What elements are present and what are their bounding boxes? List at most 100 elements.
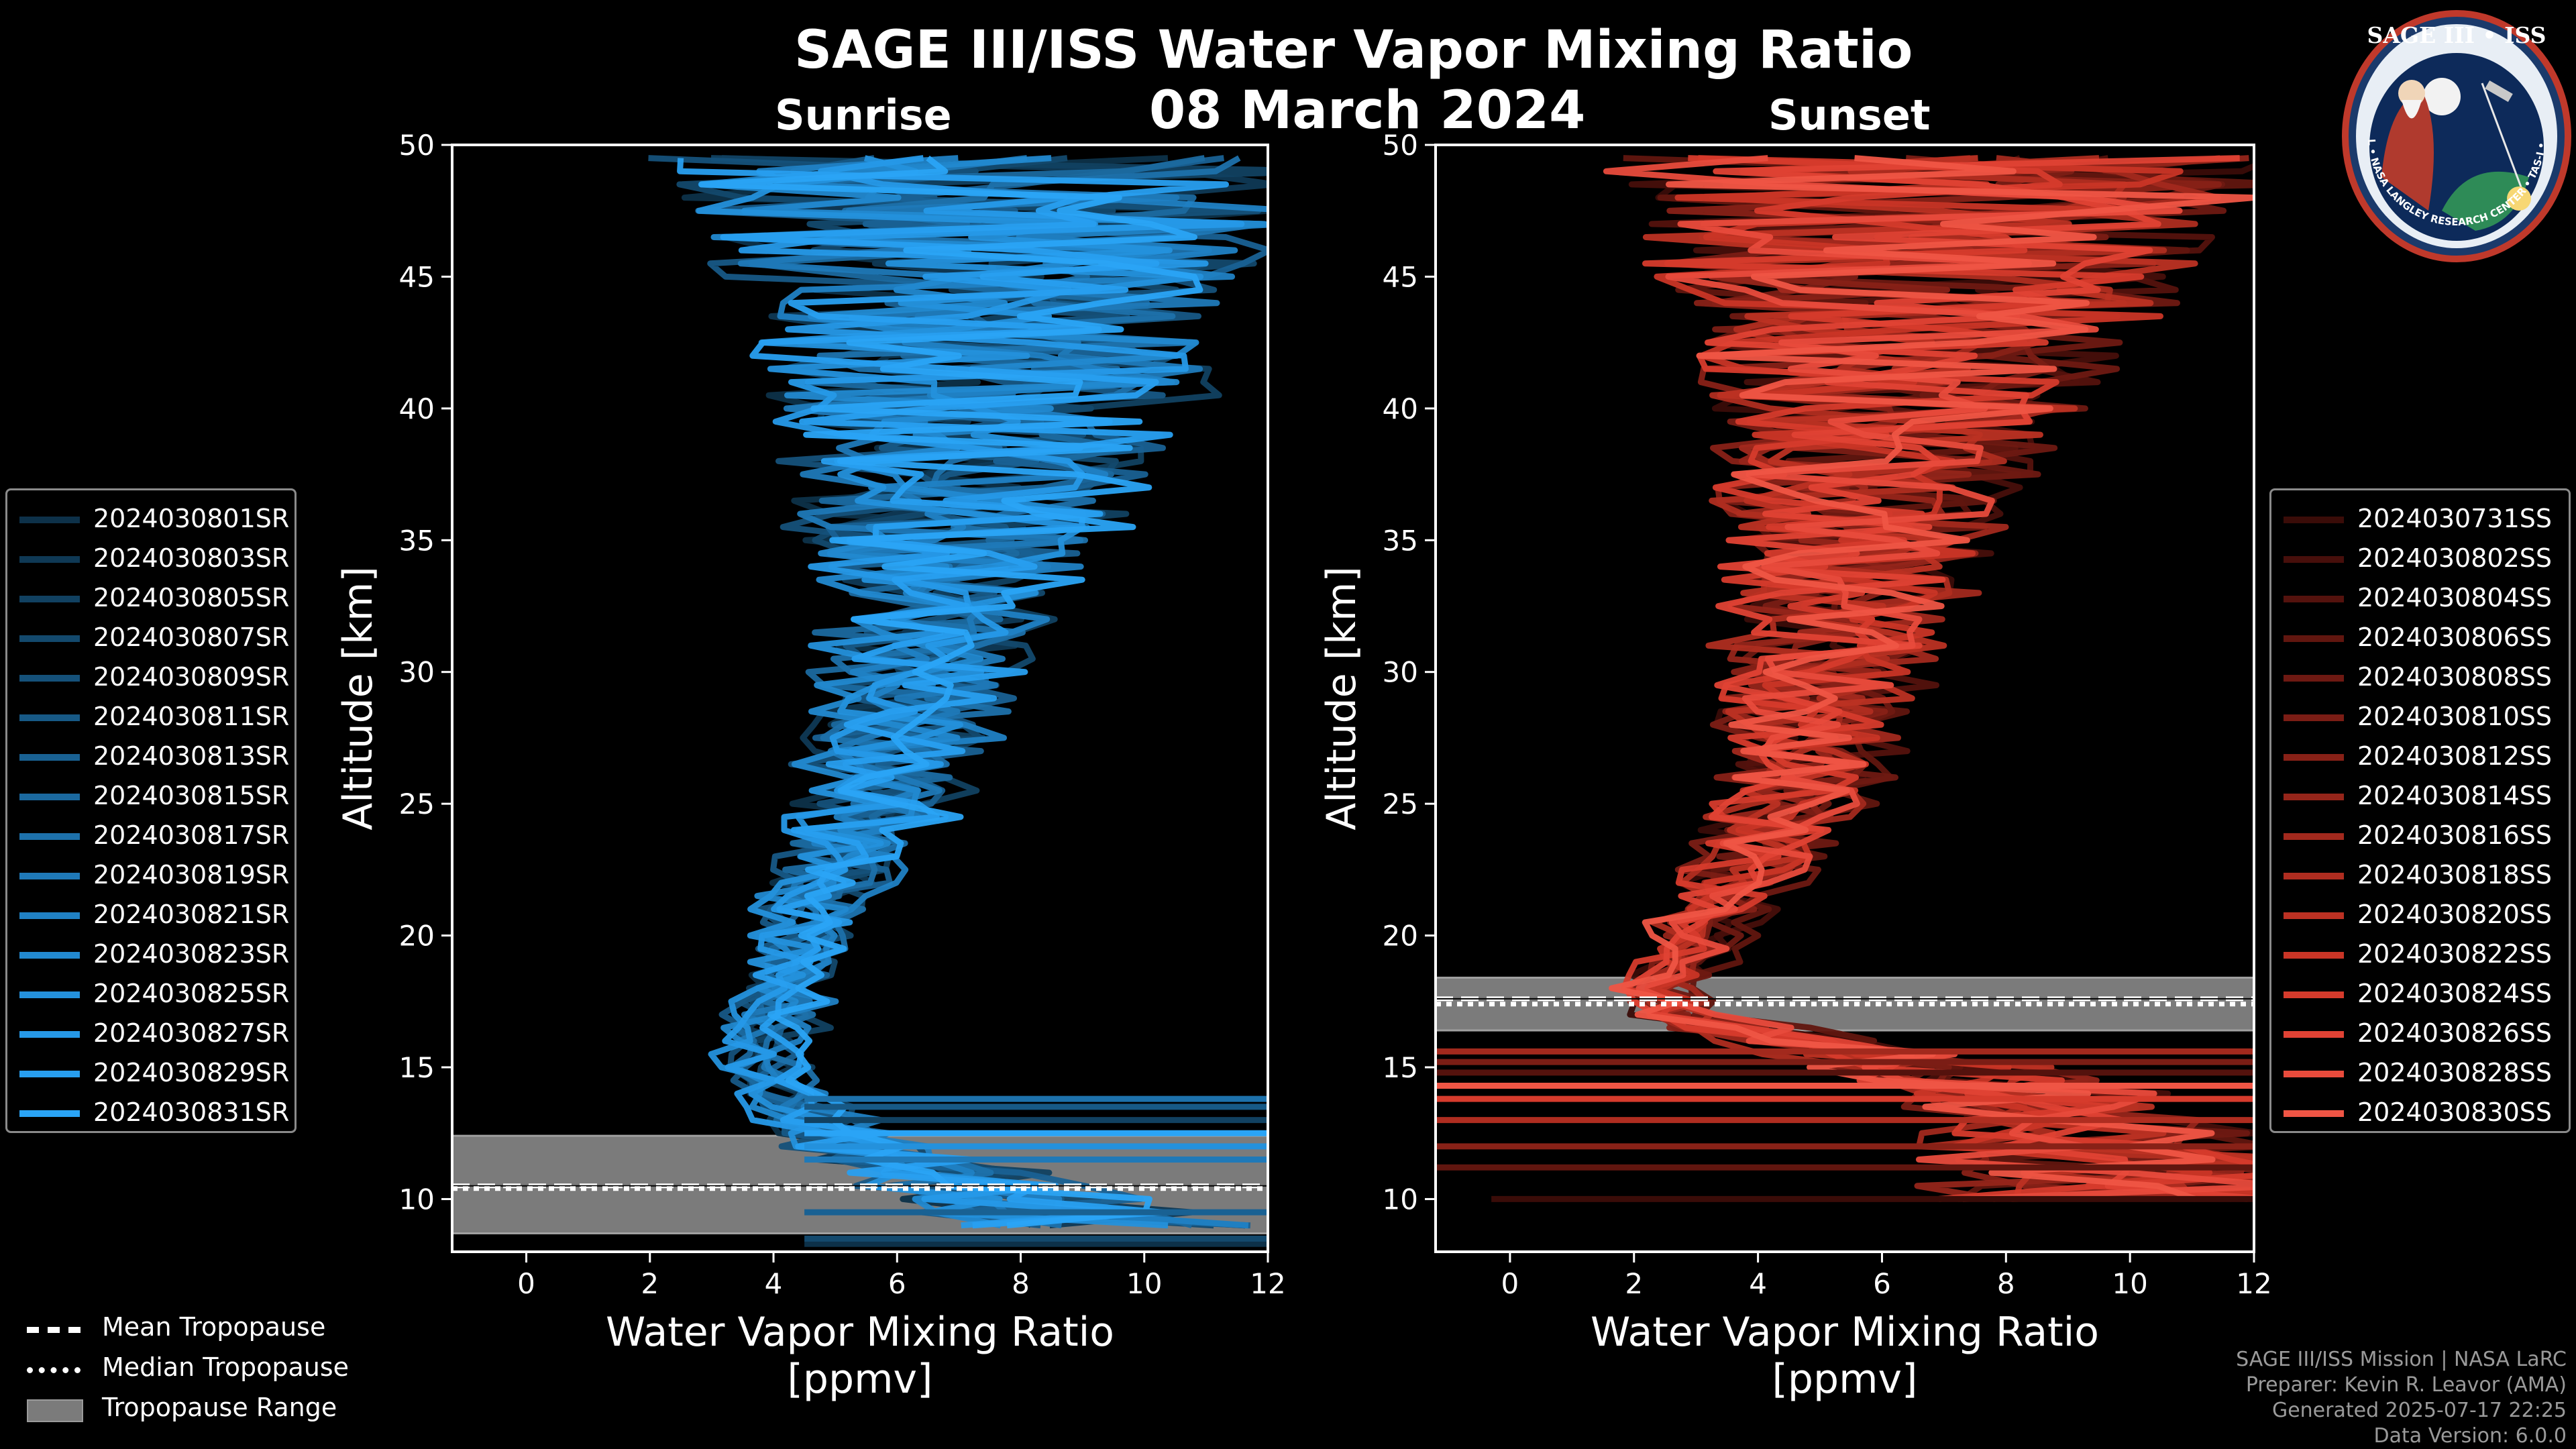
- legend-label: 2024030805SR: [93, 583, 290, 612]
- mean-tropopause-swatch: [27, 1327, 80, 1333]
- legend-label: 2024030823SR: [93, 939, 290, 969]
- legend-item: 2024030805SR: [7, 578, 294, 617]
- legend-swatch: [19, 794, 80, 800]
- legend-label: 2024030815SR: [93, 781, 290, 810]
- legend-item: 2024030828SS: [2271, 1053, 2569, 1092]
- footer-credits: SAGE III/ISS Mission | NASA LaRC Prepare…: [2236, 1347, 2567, 1449]
- legend-swatch: [2284, 675, 2344, 682]
- y-tick-label: 35: [1383, 524, 1418, 557]
- sage-iss-mission-logo: SAGE III • ISS BALL • NASA LANGLEY RESEA…: [2341, 9, 2571, 262]
- legend-item: 2024030825SR: [7, 973, 294, 1013]
- legend-label: 2024030829SR: [93, 1058, 290, 1087]
- legend-item: 2024030827SR: [7, 1013, 294, 1053]
- x-tick-label: 6: [1873, 1267, 1891, 1300]
- y-tick-label: 30: [399, 656, 435, 689]
- legend-swatch: [2284, 1071, 2344, 1077]
- footer-version: Data Version: 6.0.0: [2373, 1424, 2567, 1448]
- x-tick-label: 2: [1625, 1267, 1643, 1300]
- plot-area: [1436, 155, 2254, 1202]
- legend-swatch: [19, 1110, 80, 1117]
- y-tick-label: 15: [399, 1051, 435, 1084]
- legend-label: 2024030821SR: [93, 900, 290, 929]
- legend-item: 2024030731SS: [2271, 498, 2569, 538]
- legend-item: 2024030823SR: [7, 934, 294, 973]
- x-tick-label: 10: [1126, 1267, 1162, 1300]
- legend-label: 2024030814SS: [2357, 781, 2553, 810]
- legend-label: 2024030819SR: [93, 860, 290, 890]
- y-tick-label: 15: [1383, 1051, 1418, 1084]
- legend-item: 2024030815SR: [7, 775, 294, 815]
- legend-item: 2024030819SR: [7, 855, 294, 894]
- x-axis-unit-label: [ppmv]: [788, 1356, 933, 1403]
- y-tick-label: 45: [399, 260, 435, 293]
- legend-label: 2024030806SS: [2357, 623, 2553, 652]
- legend-swatch: [2284, 556, 2344, 563]
- footer-generated: Generated 2025-07-17 22:25: [2271, 1399, 2567, 1422]
- legend-item: 2024030808SS: [2271, 657, 2569, 696]
- legend-label: 2024030816SS: [2357, 820, 2553, 850]
- legend-label: 2024030818SS: [2357, 860, 2553, 890]
- legend-tropopause-range: Tropopause Range: [20, 1389, 423, 1429]
- legend-swatch: [19, 556, 80, 563]
- legend-swatch: [2284, 754, 2344, 761]
- legend-item: 2024030811SR: [7, 696, 294, 736]
- legend-swatch: [19, 675, 80, 682]
- profile-line-2024030831SR: [698, 156, 1203, 1229]
- footer-preparer: Preparer: Kevin R. Leavor (AMA): [2245, 1373, 2567, 1397]
- legend-item: 2024030806SS: [2271, 617, 2569, 657]
- logo-title: SAGE III • ISS: [2367, 22, 2546, 48]
- legend-swatch: [2284, 714, 2344, 721]
- y-tick-label: 40: [399, 392, 435, 425]
- legend-item: 2024030817SR: [7, 815, 294, 855]
- legend-label: 2024030810SS: [2357, 702, 2553, 731]
- legend-item: 2024030803SR: [7, 538, 294, 578]
- legend-item: 2024030809SR: [7, 657, 294, 696]
- profile-line-2024030828SS: [1603, 155, 2254, 1202]
- legend-label: 2024030813SR: [93, 741, 290, 771]
- figure-title: SAGE III/ISS Water Vapor Mixing Ratio: [794, 20, 1913, 80]
- sunset-panel-title: Sunset: [1768, 91, 1931, 140]
- footer-mission: SAGE III/ISS Mission | NASA LaRC: [2236, 1348, 2567, 1371]
- sunset-legend: 2024030731SS 2024030802SS 2024030804SS 2024…: [2269, 488, 2571, 1133]
- y-tick-label: 10: [1383, 1183, 1418, 1216]
- profile-line-2024030830SS: [1609, 155, 2254, 1202]
- legend-label: 2024030811SR: [93, 702, 290, 731]
- legend-swatch: [19, 714, 80, 721]
- sunrise-panel: 0 2 4 6 8 10 12 10 15 20 25 30 35 40 45 50 Water Vapor M…: [335, 129, 1286, 1403]
- tropopause-range-label: Tropopause Range: [102, 1393, 337, 1422]
- x-axis-unit-label: [ppmv]: [1772, 1356, 1918, 1403]
- legend-item: 2024030821SR: [7, 894, 294, 934]
- y-axis-label: Altitude [km]: [1318, 566, 1365, 830]
- legend-label: 2024030807SR: [93, 623, 290, 652]
- sunrise-panel-title: Sunrise: [775, 91, 952, 140]
- y-tick-label: 45: [1383, 260, 1418, 293]
- x-tick-label: 2: [641, 1267, 659, 1300]
- legend-item: 2024030830SS: [2271, 1092, 2569, 1132]
- y-tick-label: 20: [399, 920, 435, 953]
- legend-item: 2024030818SS: [2271, 855, 2569, 894]
- legend-item: 2024030807SR: [7, 617, 294, 657]
- tropopause-range-swatch: [27, 1399, 83, 1422]
- median-tropopause-swatch: [27, 1367, 80, 1373]
- legend-swatch: [19, 991, 80, 998]
- legend-label: 2024030824SS: [2357, 979, 2553, 1008]
- legend-item: 2024030824SS: [2271, 973, 2569, 1013]
- legend-label: 2024030731SS: [2357, 504, 2553, 533]
- x-tick-label: 12: [1250, 1267, 1285, 1300]
- y-tick-label: 50: [399, 129, 435, 162]
- legend-item: 2024030802SS: [2271, 538, 2569, 578]
- legend-median-tropopause: Median Tropopause: [20, 1348, 423, 1389]
- figure-date: 08 March 2024: [1149, 80, 1586, 141]
- legend-label: 2024030804SS: [2357, 583, 2553, 612]
- legend-item: 2024030804SS: [2271, 578, 2569, 617]
- axes-frame: [451, 144, 1269, 1253]
- x-tick-label: 8: [1012, 1267, 1030, 1300]
- x-tick-label: 4: [1749, 1267, 1767, 1300]
- legend-swatch: [2284, 952, 2344, 959]
- sunrise-legend: 2024030801SR 2024030803SR 2024030805SR 2024…: [5, 488, 297, 1133]
- x-tick-label: 8: [1997, 1267, 2015, 1300]
- legend-swatch: [19, 517, 80, 523]
- legend-item: 2024030826SS: [2271, 1013, 2569, 1053]
- legend-item: 2024030814SS: [2271, 775, 2569, 815]
- profile-line-2024030824SS: [1621, 155, 2254, 1202]
